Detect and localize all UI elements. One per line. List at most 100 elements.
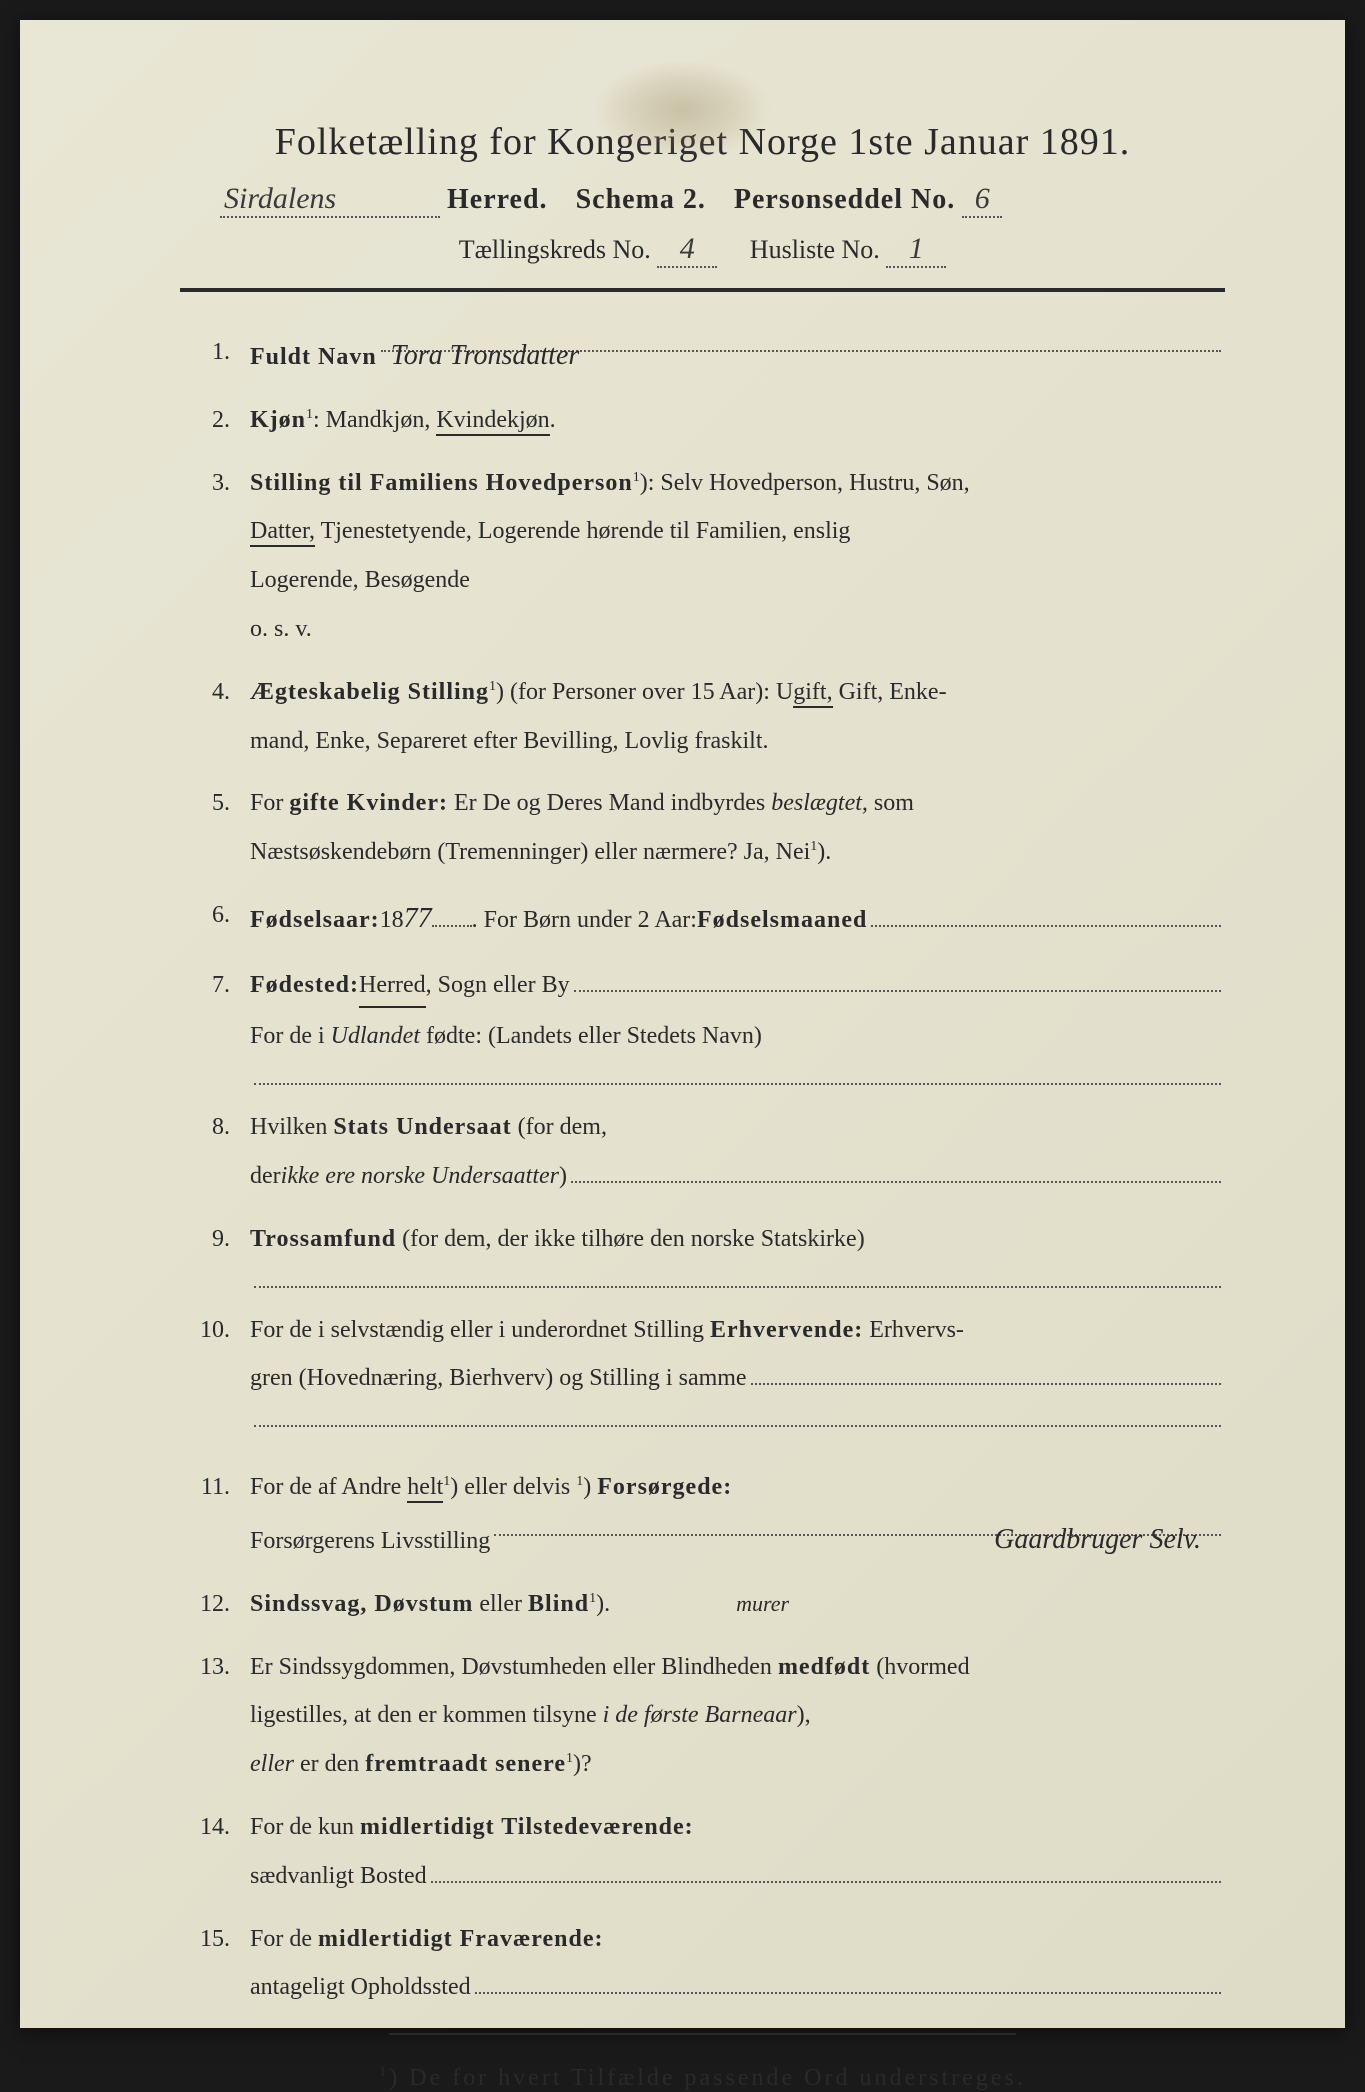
datter-underlined: Datter,: [250, 518, 315, 547]
item-num: 8.: [180, 1107, 230, 1148]
field-label: Forsørgede:: [597, 1474, 732, 1500]
text: fødte: (Landets eller Stedets Navn): [420, 1023, 762, 1049]
text: ).: [596, 1591, 610, 1617]
herred-handwritten: Sirdalens: [220, 182, 440, 218]
item-7: 7. Fødested: Herred, Sogn eller By For d…: [180, 965, 1225, 1086]
text: For de i selvstændig eller i underordnet…: [250, 1317, 710, 1343]
footnote-text: ) De for hvert Tilfælde passende Ord und…: [389, 2065, 1026, 2091]
paper-stain: [593, 60, 773, 160]
item-num: 1.: [180, 332, 230, 373]
sup: 1: [306, 407, 313, 422]
dotted: [574, 972, 1221, 992]
husliste-label: Husliste No.: [750, 235, 880, 264]
item-num: 4.: [180, 672, 230, 713]
text: Hvilken: [250, 1114, 333, 1140]
text: . For Børn under 2 Aar:: [472, 900, 697, 941]
item-num: 11.: [180, 1467, 230, 1508]
dotted: [254, 1407, 1221, 1427]
item-num: 2.: [180, 400, 230, 441]
year-prefix: 18: [380, 900, 404, 941]
item-6: 6. Fødselsaar: 1877. For Børn under 2 Aa…: [180, 895, 1225, 943]
italic-text: eller: [250, 1751, 294, 1777]
dotted: [871, 907, 1221, 927]
field-label: Fødested:: [250, 965, 359, 1006]
item-num: 13.: [180, 1647, 230, 1688]
dotted: [432, 925, 472, 927]
dotted: [431, 1863, 1221, 1883]
text: ) eller delvis: [450, 1474, 576, 1500]
text: Næstsøskendebørn (Tremenninger) eller næ…: [250, 839, 810, 865]
text: er den: [294, 1751, 365, 1777]
livsstilling-hw: Gaardbruger Selv.: [494, 1516, 1221, 1536]
text: For de af Andre: [250, 1474, 407, 1500]
text: ),: [797, 1702, 811, 1728]
text: Erhvervs-: [863, 1317, 964, 1343]
year-hw: 77: [404, 895, 432, 943]
text: ) (for Personer over 15 Aar): U: [496, 679, 793, 705]
dotted: [571, 1163, 1221, 1183]
text: o. s. v.: [250, 609, 1225, 650]
header-line-3: Tællingskreds No. 4 Husliste No. 1: [180, 232, 1225, 268]
footnote: 1) De for hvert Tilfælde passende Ord un…: [180, 2065, 1225, 2092]
kvindekjon-underlined: Kvindekjøn: [436, 407, 549, 436]
field-label: Ægteskabelig Stilling: [250, 679, 489, 705]
item-num: 9.: [180, 1219, 230, 1260]
field-label: midlertidigt Fraværende:: [318, 1926, 604, 1952]
field-label2: Blind: [528, 1591, 589, 1617]
item-num: 6.: [180, 895, 230, 936]
item-num: 14.: [180, 1807, 230, 1848]
field-label: Sindssvag, Døvstum: [250, 1591, 473, 1617]
text: der: [250, 1156, 281, 1197]
text: mand, Enke, Separeret efter Bevilling, L…: [250, 721, 1225, 762]
text: : Mandkjøn,: [313, 407, 436, 433]
dotted: [475, 1974, 1221, 1994]
field-label2: fremtraadt senere: [365, 1751, 566, 1777]
item-8: 8. Hvilken Stats Undersaat (for dem, der…: [180, 1107, 1225, 1197]
text: ): [559, 1156, 567, 1197]
field-label: gifte Kvinder:: [289, 790, 448, 816]
item-9: 9. Trossamfund (for dem, der ikke tilhør…: [180, 1219, 1225, 1288]
text: gren (Hovednæring, Bierhverv) og Stillin…: [250, 1358, 747, 1399]
field-label2: Fødselsmaaned: [697, 900, 867, 941]
footer-rule: [389, 2033, 1016, 2035]
italic-text: Udlandet: [331, 1023, 420, 1049]
text: .: [550, 407, 556, 433]
text: )?: [573, 1751, 592, 1777]
italic-text: i de første Barneaar: [603, 1702, 797, 1728]
item-num: 3.: [180, 463, 230, 504]
item-5: 5. For gifte Kvinder: Er De og Deres Man…: [180, 783, 1225, 873]
text: (for dem, der ikke tilhøre den norske St…: [396, 1226, 865, 1252]
dotted: [254, 1268, 1221, 1288]
text: For de i: [250, 1023, 331, 1049]
text: , Sogn eller By: [426, 965, 570, 1006]
field-label: Stilling til Familiens Hovedperson: [250, 470, 633, 496]
husliste-no: 1: [886, 232, 946, 268]
header-rule: [180, 288, 1225, 292]
form-items: 1. Fuldt Navn Tora Tronsdatter 2. Kjøn1:…: [180, 332, 1225, 2008]
field-label: midlertidigt Tilstedeværende:: [360, 1814, 694, 1840]
taellingskreds-no: 4: [657, 232, 717, 268]
text: Gift, Enke-: [833, 679, 947, 705]
item-num: 12.: [180, 1584, 230, 1625]
text: ): [583, 1474, 597, 1500]
field-label: Kjøn: [250, 407, 306, 433]
text: eller: [473, 1591, 528, 1617]
item-14: 14. For de kun midlertidigt Tilstedevære…: [180, 1807, 1225, 1897]
text: Er De og Deres Mand indbyrdes: [448, 790, 771, 816]
text: For: [250, 790, 289, 816]
text: ).: [817, 839, 831, 865]
helt-underlined: helt: [407, 1474, 443, 1503]
schema-label: Schema 2.: [576, 184, 706, 215]
item-3: 3. Stilling til Familiens Hovedperson1):…: [180, 463, 1225, 650]
text: sædvanligt Bosted: [250, 1856, 427, 1897]
taellingskreds-label: Tællingskreds No.: [459, 235, 651, 264]
text: (for dem,: [512, 1114, 607, 1140]
field-label: Fuldt Navn: [250, 337, 377, 378]
sup: 1: [379, 2065, 389, 2080]
text: For de kun: [250, 1814, 360, 1840]
dotted: [751, 1365, 1221, 1385]
text: Er Sindssygdommen, Døvstumheden eller Bl…: [250, 1654, 778, 1680]
item-1: 1. Fuldt Navn Tora Tronsdatter: [180, 332, 1225, 378]
italic-text: ikke ere norske Undersaatter: [281, 1156, 559, 1197]
text: Forsørgerens Livsstilling: [250, 1521, 490, 1562]
